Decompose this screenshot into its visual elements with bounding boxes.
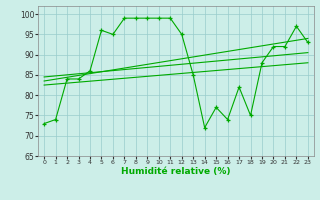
- X-axis label: Humidité relative (%): Humidité relative (%): [121, 167, 231, 176]
